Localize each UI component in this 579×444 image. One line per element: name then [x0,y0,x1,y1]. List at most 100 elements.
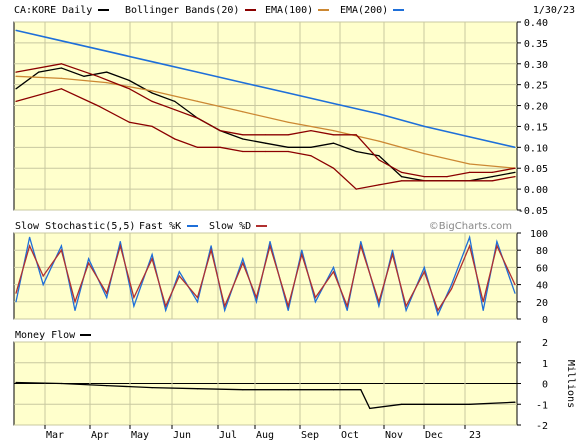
data-point-slow [391,253,394,256]
data-point-fast [119,241,121,243]
data-point-bb_upper [196,117,199,119]
y-tick-label: 0.15 [524,122,548,133]
data-point-fast [314,301,316,303]
y-tick-label: 0.05 [524,164,548,175]
data-point-slow [514,284,516,286]
data-point-mflow [514,401,516,403]
data-point-ema200 [378,113,380,115]
data-point-price [514,171,516,173]
data-point-price [83,75,85,77]
stoch-panel [13,232,518,320]
y-tick-label: 0.35 [524,39,548,50]
data-point-bb_upper [332,134,335,136]
data-point-bb_lower [378,184,380,186]
data-point-slow [360,245,362,247]
data-point-ema200 [106,50,108,52]
data-point-bb_upper [423,176,425,178]
y-tick-label: 0.30 [524,60,548,71]
data-point-fast [269,241,271,243]
x-tick-label: Apr [91,430,109,441]
data-point-price [332,142,335,144]
data-point-slow [242,262,244,264]
data-point-slow [133,296,135,299]
series-ema200 [15,29,516,149]
y-tick-label: 80 [536,246,548,257]
data-point-slow [482,301,484,303]
data-point-bb_upper [378,159,380,161]
data-point-fast [482,309,484,311]
legend-bollinger-label: Bollinger Bands(20) [125,5,239,16]
data-point-fast [450,284,453,286]
stoch-fast-label: Fast %K [139,221,181,232]
data-point-slow [196,296,199,299]
price-series [15,29,516,190]
price-grid [14,21,521,211]
data-point-fast [287,309,289,311]
y-tick-label: 0 [542,380,548,391]
data-point-bb_lower [446,180,448,182]
symbol-label: CA:KORE Daily [14,5,92,16]
data-point-bb_lower [264,150,267,153]
data-point-ema200 [287,92,289,94]
data-point-fast [378,305,380,307]
data-point-bb_lower [174,138,176,140]
data-point-bb_upper [242,134,244,136]
data-point-mflow [287,389,289,391]
x-tick-label: Jul [219,430,237,441]
data-point-ema100 [242,111,244,113]
data-point-fast [255,301,257,303]
data-point-bb_upper [401,171,403,173]
data-point-slow [269,245,271,247]
data-point-price [287,146,289,148]
data-point-fast [15,301,17,303]
data-point-price [491,176,493,178]
data-point-mflow [469,403,471,405]
data-point-slow [74,301,76,303]
data-point-ema100 [287,121,289,123]
y-tick-label: 0.20 [524,102,548,113]
data-point-fast [210,245,212,247]
data-point-bb_lower [514,176,516,178]
data-point-bb_upper [491,171,493,173]
data-point-bb_lower [128,121,130,123]
data-point-bb_lower [60,88,63,90]
data-point-slow [224,305,226,307]
x-axis: Mar Apr May Jun Jul Aug Sep Oct Nov Dec 23 [44,425,481,441]
data-point-fast [301,249,303,251]
watermark: ©BigCharts.com [429,221,512,232]
data-point-bb_upper [174,109,176,111]
data-point-mflow [15,381,17,384]
stoch-slow-label: Slow %D [209,221,251,232]
data-point-bb_upper [60,63,63,65]
data-point-fast [74,309,76,311]
x-tick-label: Oct [341,430,359,441]
data-point-ema200 [423,125,425,127]
data-point-slow [60,249,63,251]
data-point-fast [496,241,498,243]
data-point-mflow [106,385,108,387]
stoch-grid [14,232,521,320]
data-point-bb_lower [151,125,153,127]
x-tick-label: 23 [469,430,481,441]
data-point-ema100 [106,82,108,84]
data-point-slow [165,305,167,307]
data-point-bb_upper [446,176,448,178]
data-point-fast [165,309,167,311]
legend-ema200-label: EMA(200) [340,5,388,16]
data-point-mflow [332,389,335,391]
x-tick-label: Nov [385,430,403,441]
data-point-bb_upper [264,134,267,136]
y-tick-label: -1 [536,400,548,411]
x-tick-label: Dec [425,430,443,441]
data-point-slow [15,292,17,294]
data-point-slow [450,288,453,290]
data-point-bb_lower [401,180,403,182]
data-point-fast [346,309,348,311]
date-label: 1/30/23 [533,5,575,16]
data-point-slow [88,262,90,264]
y-tick-label: 40 [536,281,548,292]
data-point-price [242,138,244,140]
series-mflow [15,381,516,410]
data-point-slow [437,309,439,311]
data-point-ema200 [60,40,63,42]
